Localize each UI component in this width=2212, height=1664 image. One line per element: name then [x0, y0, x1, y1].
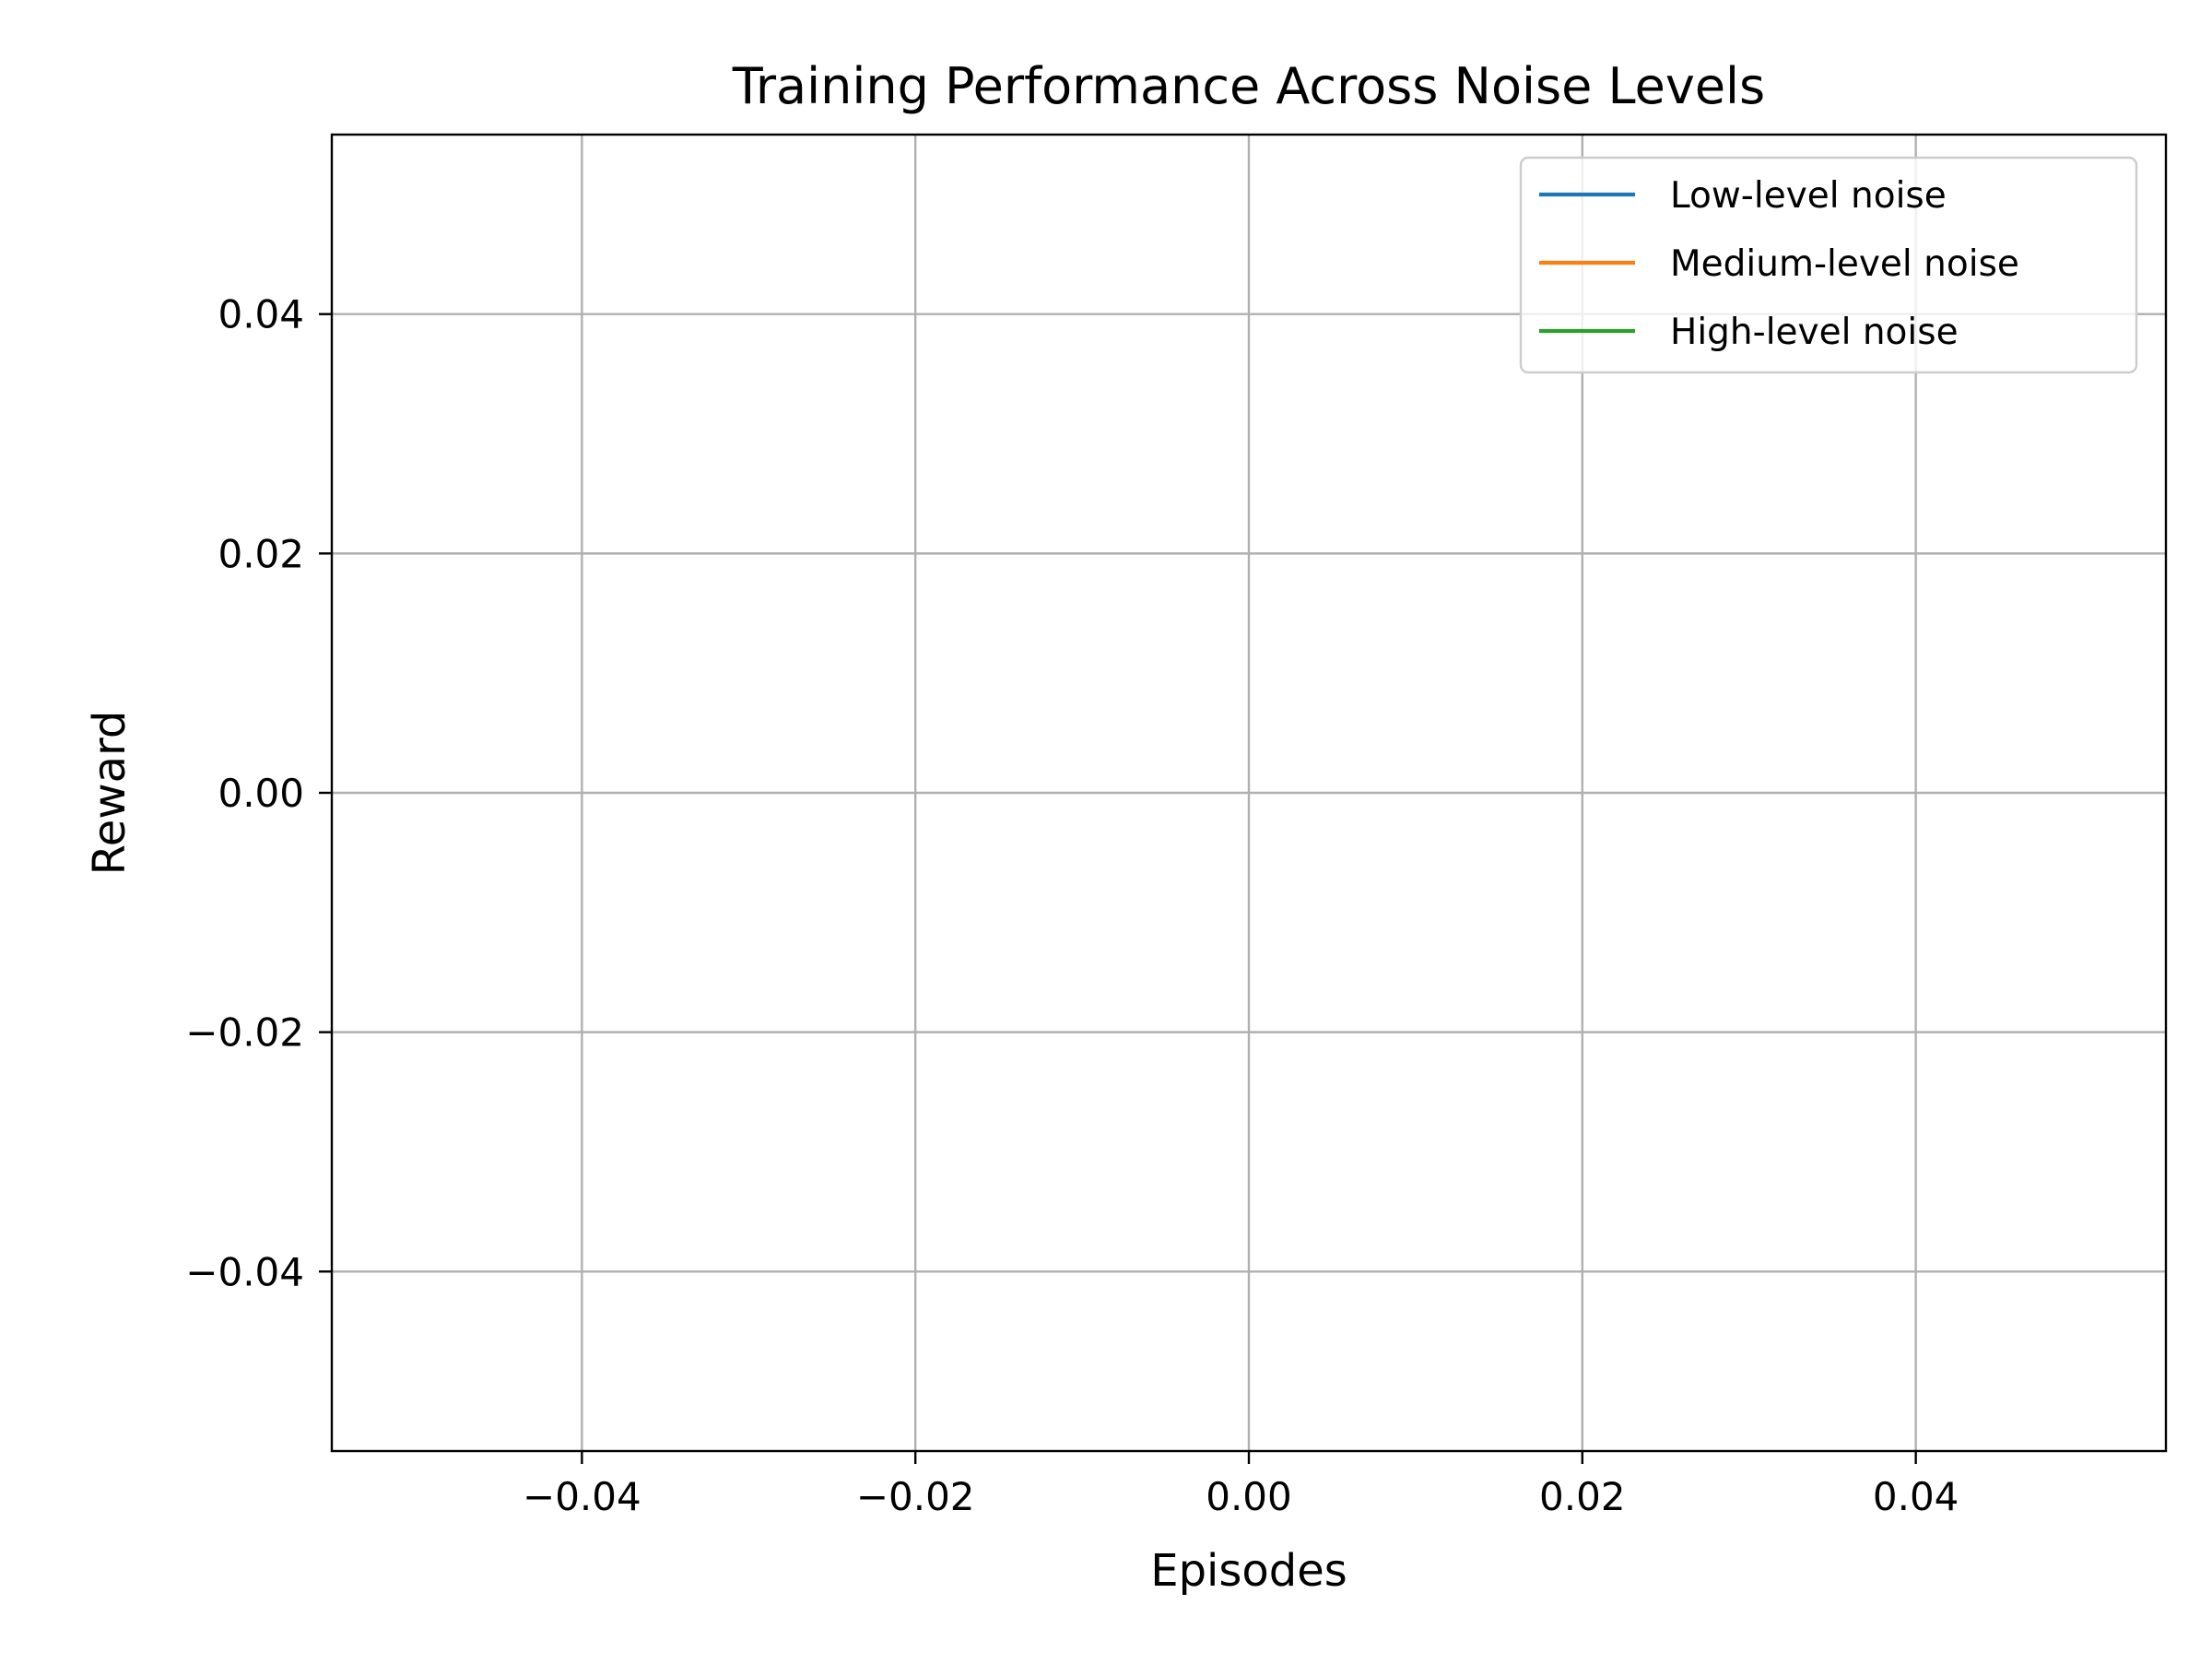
x-tick-label: −0.04: [523, 1474, 641, 1519]
y-tick-label: −0.04: [185, 1249, 304, 1294]
legend-box: [1519, 156, 2138, 374]
y-axis-label: Reward: [84, 711, 135, 876]
y-tick-label: 0.04: [218, 292, 304, 337]
x-tick-label: 0.02: [1539, 1474, 1626, 1519]
tick-layer: −0.04 −0.02 0.00 0.02 0.04 −0.04 −0.02 0.00 0.02…: [185, 292, 1959, 1519]
y-tick-label: 0.02: [218, 531, 304, 576]
x-axis-label: Episodes: [1150, 1545, 1347, 1597]
legend-label-3: High-level noise: [1670, 312, 1959, 353]
x-tick-label: −0.02: [856, 1474, 975, 1519]
legend-label-2: Medium-level noise: [1670, 243, 2019, 285]
y-tick-label: −0.02: [185, 1010, 304, 1056]
legend: Low-level noise Medium-level noise High-le…: [1519, 156, 2138, 374]
chart-title: Training Performance Across Noise Levels: [732, 57, 1765, 115]
legend-label-1: Low-level noise: [1670, 175, 1947, 217]
y-tick-label: 0.00: [218, 771, 304, 816]
x-tick-label: 0.00: [1206, 1474, 1292, 1519]
x-tick-label: 0.04: [1873, 1474, 1959, 1519]
